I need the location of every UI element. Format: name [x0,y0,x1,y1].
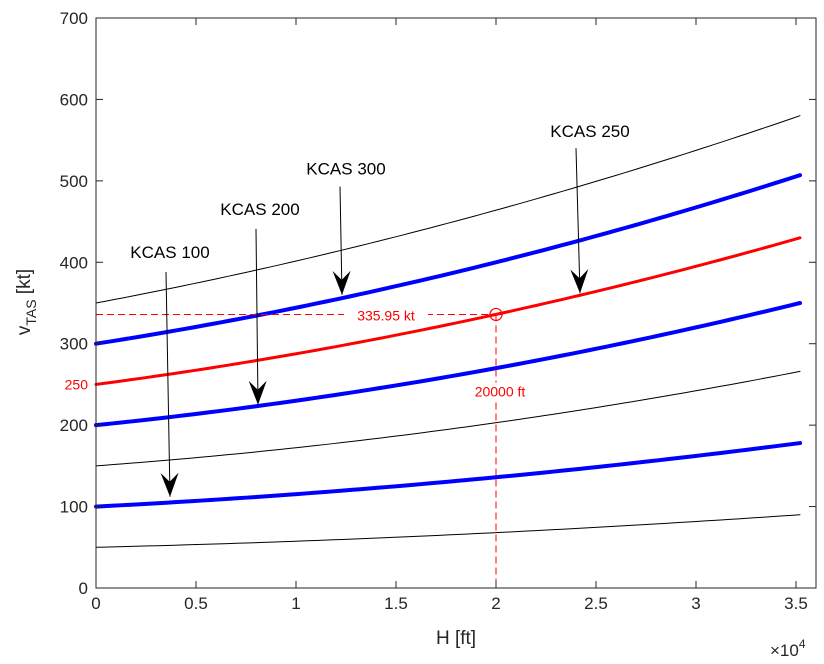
series-line-kcas-100 [94,441,802,509]
speed-value-label: 335.95 kt [357,307,415,323]
axes-box [95,17,817,589]
x-tick-label: 2.5 [584,594,608,613]
y-axis-label-main: v [14,325,35,335]
y-ticks: 0 100 200 300 400 500 600 700 [60,9,816,598]
plot-area [96,18,816,588]
annotation-arrow-head-2 [332,270,351,295]
x-tick-label: 0 [91,594,100,613]
series-line-kcas-350 [95,115,801,304]
y-axis-label-unit: [kt] [14,269,35,300]
annotation-arrow-line-2 [339,186,343,295]
annotation-arrow-head-0 [160,472,179,497]
y-tick-label: 600 [60,90,88,109]
x-tick-label: 3 [691,594,700,613]
y-tick-label: 200 [60,416,88,435]
annotation-arrows [160,148,589,497]
y-axis-label: vTAS [kt] [14,269,39,335]
annotation-label-0: KCAS 100 [130,243,209,262]
y-tick-label: 100 [60,498,88,517]
series-line-kcas-150 [95,370,801,467]
x-axis-label: H [ft] [436,628,476,649]
series-curves [94,115,802,548]
annotation-label-3: KCAS 250 [550,122,629,141]
annotation-arrow-line-3 [575,148,581,294]
x-exponent-power: 4 [799,637,806,651]
x-exponent-base: ×10 [770,641,799,660]
x-tick-label: 1.5 [384,594,408,613]
annotation-label-2: KCAS 300 [306,159,385,178]
annotation-label-1: KCAS 200 [220,200,299,219]
y-tick-label: 500 [60,172,88,191]
annotation-arrow-line-1 [255,228,259,405]
x-tick-label: 0.5 [184,594,208,613]
series-line-kcas-50 [95,514,801,548]
x-exponent: ×104 [770,637,806,660]
series-line-kcas-200 [94,301,802,428]
highlight-guides [96,307,503,588]
y-tick-label: 400 [60,253,88,272]
x-tick-label: 1 [291,594,300,613]
x-tick-label: 2 [491,594,500,613]
annotation-labels: 335.95 kt 20000 ft 250 KCAS 100 KCAS 200 KCAS… [65,122,630,401]
y-tick-label: 700 [60,9,88,28]
y-axis-label-sub: TAS [23,299,39,325]
altitude-label-background [462,382,538,401]
x-ticks: 0 0.5 1 1.5 2 2.5 3 3.5 [91,18,808,613]
series-line-kcas-300 [94,173,802,346]
altitude-value-label: 20000 ft [475,384,526,400]
annotation-arrow-head-3 [570,269,589,294]
annotation-arrow-head-1 [248,380,267,405]
highlight-ytick-label: 250 [65,376,89,392]
annotation-arrow-line-0 [165,272,171,497]
y-tick-label: 300 [60,335,88,354]
y-tick-label: 0 [79,579,88,598]
series-line-kcas-250 [94,236,802,386]
x-tick-label: 3.5 [784,594,808,613]
speed-label-background [344,305,428,324]
